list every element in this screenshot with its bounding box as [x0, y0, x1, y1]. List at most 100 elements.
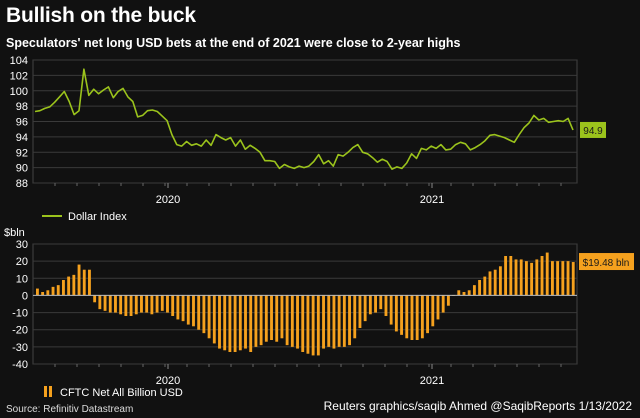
legend-label-cftc: CFTC Net All Billion USD [60, 387, 183, 399]
cftc-bar [103, 295, 107, 311]
cftc-bar [306, 295, 310, 354]
cftc-bar [348, 295, 351, 346]
cftc-bar [478, 280, 482, 296]
chart-subtitle: Speculators' net long USD bets at the en… [6, 36, 461, 50]
y-tick-label: -30 [12, 342, 28, 354]
cftc-bar [280, 295, 284, 339]
cftc-bar [446, 295, 450, 306]
cftc-bar [410, 295, 414, 340]
y-tick-label: -40 [12, 359, 28, 371]
cftc-bar [254, 295, 258, 347]
cftc-bar [275, 295, 279, 342]
cftc-end-label-box [579, 253, 634, 271]
cftc-bar [114, 295, 117, 313]
x-tick-label: 2020 [156, 375, 180, 387]
cftc-bar [62, 280, 65, 296]
cftc-bar [212, 295, 216, 344]
y-tick-label: 94 [16, 132, 28, 144]
chart-title: Bullish on the buck [6, 4, 196, 27]
cftc-bar [259, 295, 263, 346]
cftc-bar [488, 271, 492, 296]
cftc-bar [218, 295, 221, 349]
dollar-end-label-box [580, 121, 606, 138]
cftc-bar [524, 261, 528, 296]
cftc-bar [353, 295, 357, 339]
cftc-bar [140, 295, 143, 313]
cftc-bar [202, 295, 206, 334]
dollar-index-line [34, 68, 574, 170]
cftc-bar [504, 256, 508, 296]
y-tick-label: -10 [12, 308, 28, 320]
y-tick-label: -20 [12, 325, 28, 337]
cftc-bar [88, 269, 91, 296]
cftc-bar [150, 295, 154, 315]
cftc-bar [332, 295, 336, 349]
cftc-bar [166, 295, 169, 313]
cftc-bar [155, 295, 159, 313]
cftc-bar [238, 295, 242, 351]
cftc-bar [342, 295, 346, 347]
cftc-bar [98, 295, 102, 310]
cftc-bar [431, 295, 435, 327]
cftc-bar [77, 264, 81, 296]
cftc-bar [301, 295, 305, 352]
cftc-bar [129, 295, 133, 316]
cftc-bar [509, 256, 513, 296]
cftc-bar [264, 295, 268, 342]
cftc-bar [571, 262, 575, 296]
cftc-bar [420, 295, 424, 339]
legend-swatch-cftc-2 [49, 386, 52, 397]
cftc-bar [322, 295, 325, 349]
cftc-bar [171, 295, 175, 316]
cftc-bar [119, 295, 123, 315]
cftc-bar [56, 285, 60, 296]
cftc-bar [493, 269, 497, 296]
cftc-bar [483, 276, 487, 296]
cftc-bar [426, 295, 429, 334]
cftc-bar [457, 290, 461, 296]
cftc-bar [82, 269, 86, 296]
y-tick-label: 10 [16, 273, 28, 285]
y-tick-label: 104 [10, 55, 28, 67]
cftc-bar [36, 288, 39, 296]
y-tick-label: 102 [10, 70, 28, 82]
cftc-bar [540, 256, 544, 296]
cftc-bar [290, 295, 294, 347]
cftc-bar [550, 261, 554, 296]
y-tick-label: 30 [16, 239, 28, 251]
cftc-bar [462, 292, 466, 296]
cftc-bar [244, 295, 247, 349]
cftc-bar [296, 295, 299, 349]
cftc-bar [337, 295, 341, 347]
y-tick-label: 0 [22, 290, 28, 302]
y-tick-label: 90 [16, 163, 28, 175]
cftc-bar [46, 290, 50, 296]
y-tick-label: 100 [10, 86, 28, 98]
cftc-bar [160, 295, 164, 311]
cftc-bar [207, 295, 211, 339]
cftc-bar [41, 292, 45, 296]
cftc-bar [556, 261, 560, 296]
cftc-bar [285, 295, 289, 346]
cftc-bar [441, 295, 445, 313]
cftc-bar [72, 274, 76, 296]
cftc-bar [561, 261, 565, 296]
cftc-bar [535, 259, 539, 296]
cftc-bar [228, 295, 232, 352]
dollar-end-label: 94.9 [583, 126, 603, 137]
cftc-bar [327, 295, 331, 347]
source-note: Source: Refinitiv Datastream [6, 404, 134, 415]
cftc-bar [415, 295, 419, 340]
legend-swatch-cftc [44, 386, 47, 397]
credit-line: Reuters graphics/saqib Ahmed @SaqibRepor… [323, 399, 632, 413]
cftc-bar [472, 285, 476, 296]
cftc-bar [223, 295, 227, 351]
y-tick-label: 92 [16, 147, 28, 159]
cftc-bar [233, 295, 237, 352]
cftc-bar [519, 259, 523, 296]
cftc-bar [498, 266, 502, 296]
cftc-bar [176, 295, 180, 320]
x-tick-label: 2021 [420, 375, 444, 387]
cftc-bar [270, 295, 273, 340]
